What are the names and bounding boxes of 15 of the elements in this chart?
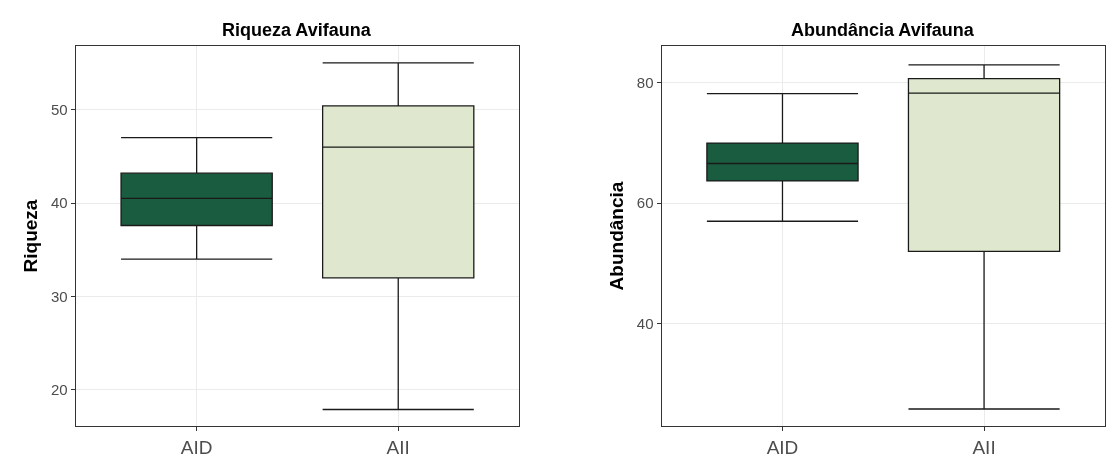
y-tick-label: 80 (636, 74, 654, 92)
y-tick-label: 50 (51, 100, 68, 118)
x-tick-label: AID (766, 436, 799, 458)
chart-title: Abundância Avifauna (791, 20, 975, 40)
y-tick-label: 40 (636, 314, 654, 332)
x-tick-label: AII (972, 436, 996, 458)
y-axis-title: Riqueza (19, 199, 41, 273)
y-tick-label: 20 (51, 381, 68, 399)
x-tick-label: AII (386, 436, 410, 458)
y-tick-label: 60 (636, 194, 654, 212)
y-tick-label: 40 (51, 194, 68, 212)
y-tick-label: 30 (51, 287, 68, 305)
x-tick-label: AID (180, 436, 213, 458)
chart-title: Riqueza Avifauna (222, 20, 372, 40)
y-axis-title: Abundância (605, 181, 627, 291)
